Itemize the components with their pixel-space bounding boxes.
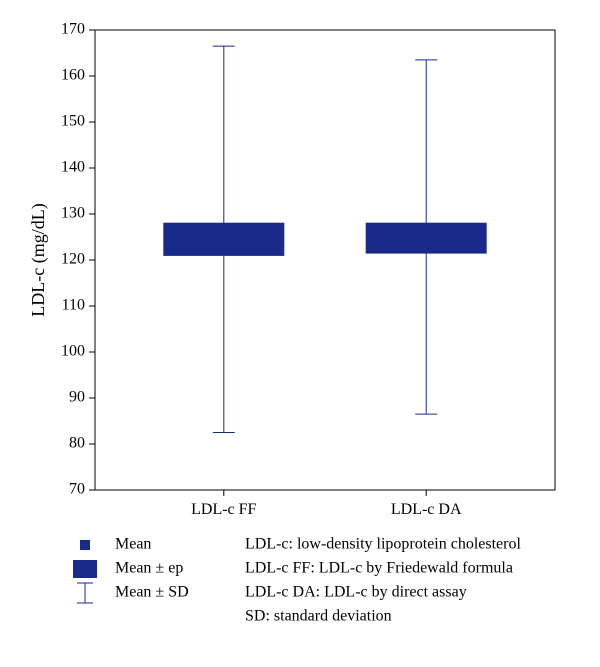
legend-label-right: LDL-c DA: LDL-c by direct assay [245, 584, 467, 601]
legend-label-left: Mean ± ep [115, 560, 183, 577]
legend-label-left: Mean ± SD [115, 584, 189, 601]
y-axis-label: LDL-c (mg/dL) [28, 203, 49, 316]
y-tick-label: 170 [61, 21, 85, 38]
x-tick-label: LDL-c FF [191, 501, 256, 518]
y-tick-label: 140 [61, 159, 85, 176]
legend-symbol-mean [80, 540, 90, 550]
chart-container: 70 80 90 100 110 120 130 140 150 160 170 LDL-c (mg/… [0, 0, 600, 667]
legend-label-right: LDL-c: low-density lipoprotein cholester… [245, 536, 521, 553]
legend-symbol-box [73, 560, 97, 578]
y-tick-label: 110 [62, 297, 85, 314]
legend-label-right: LDL-c FF: LDL-c by Friedewald formula [245, 560, 513, 577]
x-tick-label: LDL-c DA [391, 501, 462, 518]
y-tick-label: 70 [69, 481, 85, 498]
legend-label-left: Mean [115, 536, 151, 553]
legend-label-right: SD: standard deviation [245, 608, 392, 625]
y-tick-label: 100 [61, 343, 85, 360]
y-tick-label: 150 [61, 113, 85, 130]
y-tick-label: 80 [69, 435, 85, 452]
y-tick-label: 120 [61, 251, 85, 268]
y-tick-label: 90 [69, 389, 85, 406]
y-tick-label: 130 [61, 205, 85, 222]
y-tick-label: 160 [61, 67, 85, 84]
chart-svg: 70 80 90 100 110 120 130 140 150 160 170 LDL-c (mg/… [0, 0, 600, 667]
